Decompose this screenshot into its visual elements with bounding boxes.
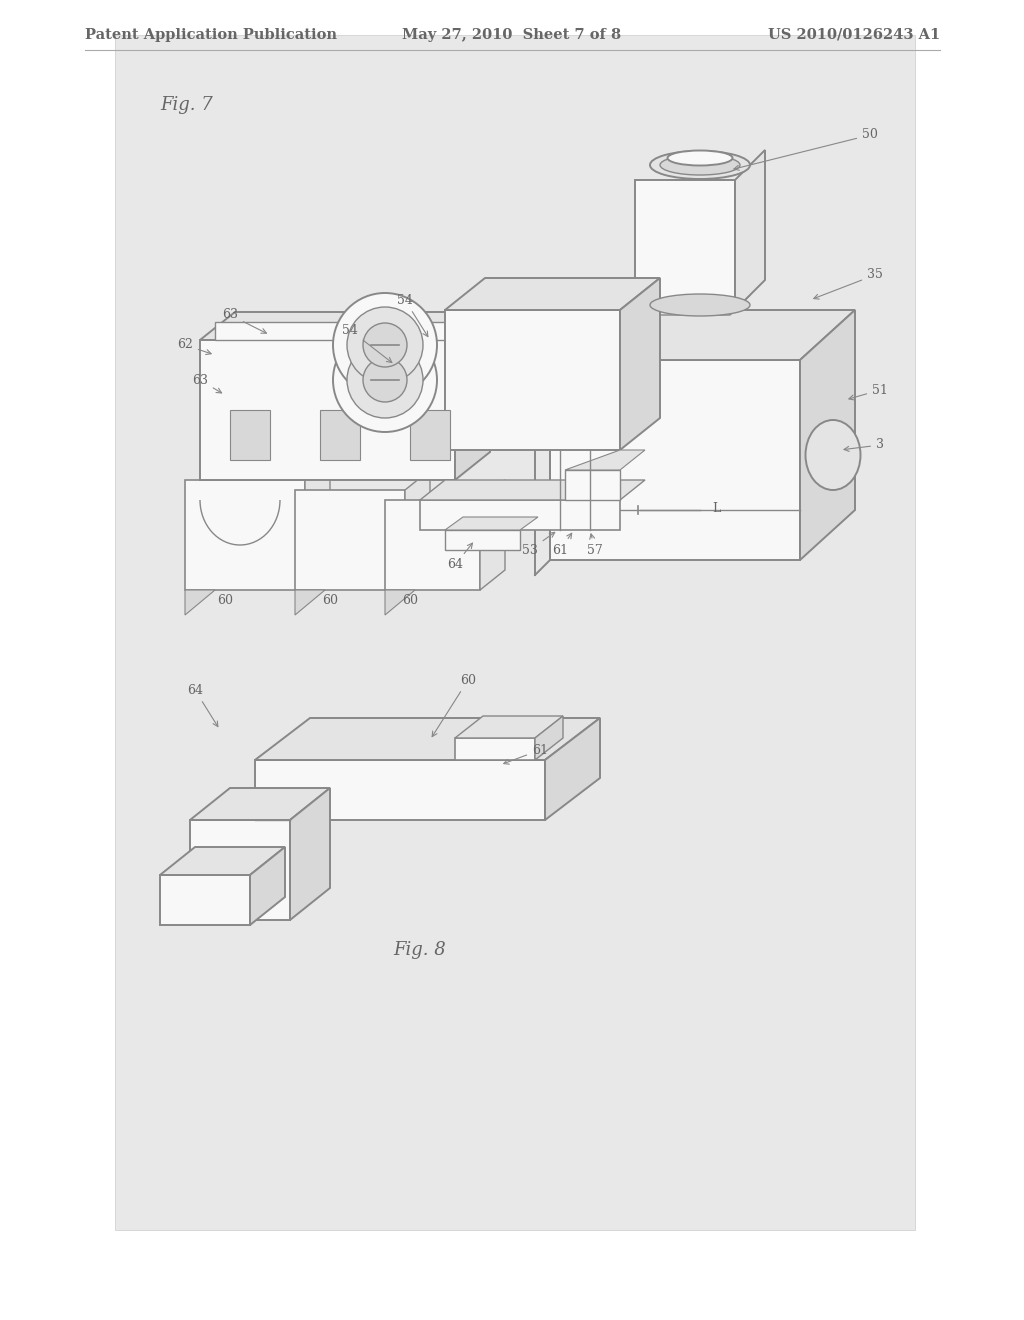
Polygon shape <box>455 715 563 738</box>
Polygon shape <box>406 470 430 590</box>
Polygon shape <box>200 312 490 341</box>
Polygon shape <box>160 847 285 875</box>
Text: 51: 51 <box>849 384 888 400</box>
Circle shape <box>362 358 407 403</box>
Polygon shape <box>215 322 455 341</box>
Polygon shape <box>445 531 520 550</box>
Ellipse shape <box>806 420 860 490</box>
Text: 35: 35 <box>814 268 883 300</box>
Text: 63: 63 <box>193 374 221 393</box>
Text: Patent Application Publication: Patent Application Publication <box>85 28 337 42</box>
Polygon shape <box>445 279 660 310</box>
Polygon shape <box>635 180 735 310</box>
Ellipse shape <box>650 150 750 180</box>
Circle shape <box>362 323 407 367</box>
Polygon shape <box>255 718 600 760</box>
Text: 61: 61 <box>552 533 571 557</box>
Text: 62: 62 <box>177 338 211 355</box>
Text: US 2010/0126243 A1: US 2010/0126243 A1 <box>768 28 940 42</box>
Ellipse shape <box>668 150 732 165</box>
Text: 54: 54 <box>397 293 428 337</box>
Circle shape <box>347 342 423 418</box>
Polygon shape <box>545 718 600 820</box>
Text: 53: 53 <box>522 532 555 557</box>
Polygon shape <box>290 788 330 920</box>
Polygon shape <box>535 715 563 760</box>
Polygon shape <box>420 480 645 500</box>
Polygon shape <box>160 875 250 925</box>
Ellipse shape <box>650 294 750 315</box>
Polygon shape <box>455 312 490 480</box>
Polygon shape <box>565 470 620 500</box>
Text: Fig. 7: Fig. 7 <box>160 96 213 114</box>
Polygon shape <box>190 788 330 820</box>
Text: 57: 57 <box>587 533 603 557</box>
Text: 60: 60 <box>402 594 418 606</box>
Ellipse shape <box>660 154 740 176</box>
Text: L: L <box>712 502 720 515</box>
Text: 64: 64 <box>187 684 218 726</box>
Polygon shape <box>190 820 290 920</box>
Text: 60: 60 <box>432 673 476 737</box>
Polygon shape <box>385 500 480 590</box>
Text: Fig. 8: Fig. 8 <box>393 941 446 960</box>
Polygon shape <box>410 411 450 459</box>
Text: 64: 64 <box>447 543 472 572</box>
Polygon shape <box>550 310 855 360</box>
Polygon shape <box>295 590 325 615</box>
Text: 54: 54 <box>342 323 392 363</box>
Polygon shape <box>445 310 620 450</box>
Polygon shape <box>565 450 645 470</box>
Text: 60: 60 <box>322 594 338 606</box>
Polygon shape <box>230 411 270 459</box>
Polygon shape <box>295 490 406 590</box>
Polygon shape <box>620 279 660 450</box>
Polygon shape <box>255 760 545 820</box>
Polygon shape <box>445 517 538 531</box>
Text: 50: 50 <box>734 128 878 170</box>
Circle shape <box>333 293 437 397</box>
Polygon shape <box>385 590 415 615</box>
Polygon shape <box>200 341 455 480</box>
Polygon shape <box>735 150 765 310</box>
Polygon shape <box>800 310 855 560</box>
Text: 61: 61 <box>504 743 548 764</box>
Polygon shape <box>455 738 535 760</box>
Text: 60: 60 <box>217 594 233 606</box>
Circle shape <box>333 327 437 432</box>
Polygon shape <box>319 411 360 459</box>
Polygon shape <box>643 294 750 315</box>
Text: May 27, 2010  Sheet 7 of 8: May 27, 2010 Sheet 7 of 8 <box>402 28 622 42</box>
Polygon shape <box>420 500 620 531</box>
Polygon shape <box>185 590 215 615</box>
FancyBboxPatch shape <box>115 36 915 1230</box>
Polygon shape <box>305 459 330 590</box>
Polygon shape <box>185 480 305 590</box>
Polygon shape <box>550 360 800 560</box>
Text: 63: 63 <box>222 309 266 333</box>
Polygon shape <box>250 847 285 925</box>
Text: 3: 3 <box>844 438 884 451</box>
Polygon shape <box>480 480 505 590</box>
Circle shape <box>347 308 423 383</box>
